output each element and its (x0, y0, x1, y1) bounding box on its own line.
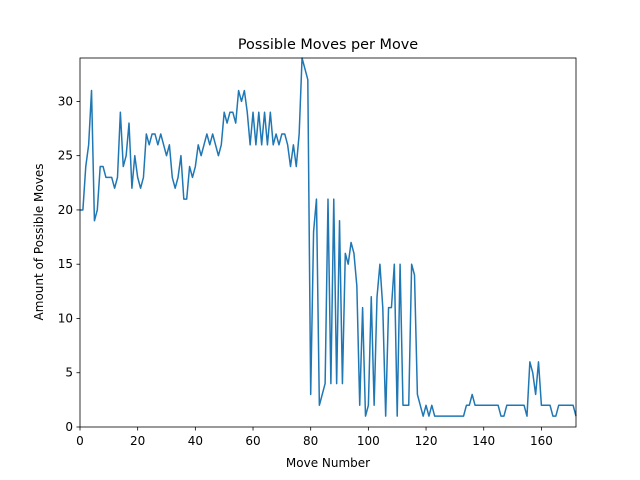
x-tick-label: 40 (188, 434, 203, 448)
y-axis-label: Amount of Possible Moves (32, 164, 46, 321)
plot-frame (79, 57, 577, 428)
x-tick-label: 0 (76, 434, 84, 448)
data-line (80, 57, 577, 417)
x-tick-label: 20 (130, 434, 145, 448)
x-tick-label: 80 (303, 434, 318, 448)
y-tick-label: 15 (58, 257, 73, 271)
y-tick-label: 10 (58, 311, 73, 325)
y-tick-label: 0 (65, 420, 73, 434)
x-tick-label: 140 (472, 434, 495, 448)
x-tick-label: 100 (357, 434, 380, 448)
x-tick-label: 60 (245, 434, 260, 448)
y-tick-label: 25 (58, 149, 73, 163)
y-tick-label: 20 (58, 203, 73, 217)
x-tick-label: 160 (530, 434, 553, 448)
chart-title: Possible Moves per Move (238, 37, 418, 53)
y-tick-label: 30 (58, 94, 73, 108)
x-axis-label: Move Number (286, 456, 370, 470)
x-tick-label: 120 (415, 434, 438, 448)
y-tick-label: 5 (65, 366, 73, 380)
